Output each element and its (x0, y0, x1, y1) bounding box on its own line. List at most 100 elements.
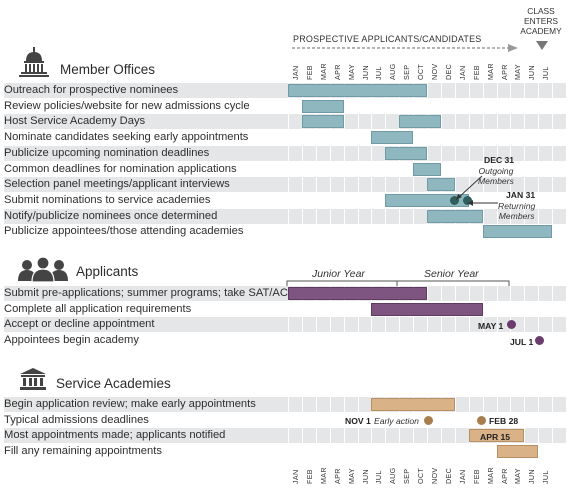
month-label: APR (499, 468, 509, 484)
grid-line (524, 83, 525, 240)
grid-line (497, 397, 498, 460)
month-label: AUG (388, 467, 398, 484)
grid-line (288, 397, 289, 460)
grid-line (497, 83, 498, 240)
grid-line (524, 397, 525, 460)
grid-line (510, 83, 511, 240)
grid-line (344, 83, 345, 240)
grid-line (455, 397, 456, 460)
month-label: MAR (485, 63, 495, 80)
apr15-label: APR 15 (480, 432, 511, 442)
grid-line (469, 286, 470, 349)
grid-line (358, 397, 359, 460)
feb28-label: FEB 28 (489, 416, 519, 426)
month-label: JUL (541, 470, 551, 484)
member-offices-row-label: Host Service Academy Days (4, 115, 146, 128)
complete-requirements-bar (371, 302, 483, 316)
outgoing-members-label: Outgoing Members (478, 166, 514, 186)
applicants-row-label: Accept or decline appointment (4, 318, 155, 331)
class-enters-triangle (536, 41, 548, 50)
grid-line (288, 83, 289, 240)
prospective-label: PROSPECTIVE APPLICANTS/CANDIDATES (293, 34, 482, 44)
capitol-icon (19, 47, 49, 77)
grid-line (538, 286, 539, 349)
applicants-row-label: Submit pre-applications; summer programs… (4, 287, 295, 299)
member-offices-row-label: Outreach for prospective nominees (4, 84, 179, 96)
nov1-label: NOV 1 (345, 416, 371, 426)
may1-label: MAY 1 (478, 321, 504, 331)
month-label: FEB (471, 65, 481, 80)
service-academies-row-label: Begin application review; make early app… (4, 398, 256, 410)
month-label: APR (499, 64, 509, 80)
fill-remaining-bar (496, 445, 539, 459)
month-label: MAY (346, 64, 356, 80)
jan31-label: JAN 31 (506, 190, 536, 200)
grid-line (455, 83, 456, 240)
month-label: NOV (430, 63, 439, 80)
grid-line (399, 286, 400, 349)
grid-line (483, 397, 484, 460)
feb28-dot (476, 415, 486, 425)
month-label: SEP (402, 468, 412, 484)
month-label: MAY (346, 468, 356, 484)
grid-line (538, 397, 539, 460)
grid-line (413, 286, 414, 349)
grid-line (552, 397, 553, 460)
jan31-dot (462, 195, 472, 205)
service-academies-row-label: Typical admissions deadlines (4, 413, 149, 426)
month-label: JAN (291, 469, 300, 484)
service-academies-title: Service Academies (56, 376, 171, 391)
member-offices-row-label: Submit nominations to service academies (4, 193, 211, 206)
publicize-deadlines-bar (385, 146, 427, 160)
applicants-row (4, 317, 566, 333)
grid-line (413, 83, 414, 240)
pre-applications-bar (288, 287, 427, 300)
month-label: JUN (360, 65, 370, 80)
grid-line (330, 83, 331, 240)
month-label: JAN (291, 65, 300, 80)
member-offices-row-label: Publicize upcoming nomination deadlines (4, 146, 210, 159)
month-label: DEC (443, 467, 453, 484)
jul1-dot (535, 336, 545, 346)
host-academy-days-bar-fall (399, 115, 441, 129)
begin-review-bar (371, 398, 455, 411)
grid-line (399, 397, 400, 460)
publicize-appointees-bar (482, 225, 553, 239)
people-icon (18, 256, 68, 282)
grid-line (483, 286, 484, 349)
grid-line (302, 286, 303, 349)
month-label: APR (332, 468, 342, 484)
outreach-bar (288, 84, 427, 97)
grid-line (385, 83, 386, 240)
grid-line (371, 286, 372, 349)
grid-line (330, 286, 331, 349)
grid-line (316, 83, 317, 240)
applicants-row-label: Complete all application requirements (4, 302, 192, 315)
member-offices-row-label: Publicize appointees/those attending aca… (4, 225, 244, 238)
month-label: MAR (318, 63, 328, 80)
returning-members-label: Returning Members (498, 201, 536, 221)
grid-line (552, 83, 553, 240)
month-label: JAN (457, 469, 467, 484)
month-label: FEB (304, 469, 314, 484)
most-appointments-bar (468, 429, 525, 443)
member-offices-row-label: Review policies/website for new admissio… (4, 99, 250, 112)
grid-line (524, 286, 525, 349)
grid-line (316, 286, 317, 349)
member-offices-row-label: Selection panel meetings/applicant inter… (4, 178, 230, 191)
review-policies-bar (301, 99, 344, 113)
month-label: MAR (318, 467, 328, 484)
class-enters-label: CLASS ENTERS ACADEMY (520, 6, 562, 36)
month-label: DEC (443, 63, 453, 80)
month-label: JUN (527, 469, 537, 484)
applicants-row-label: Appointees begin academy (4, 334, 139, 347)
service-academies-row-label: Most appointments made; applicants notif… (4, 429, 226, 442)
common-deadlines-bar (413, 162, 441, 176)
grid-line (455, 286, 456, 349)
senior-year-label: Senior Year (424, 268, 479, 280)
month-label: JAN (457, 65, 467, 80)
grid-line (483, 83, 484, 240)
junior-year-label: Junior Year (312, 268, 365, 280)
grid-line (552, 286, 553, 349)
member-offices-title: Member Offices (60, 62, 156, 77)
